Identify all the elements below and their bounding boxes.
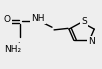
Text: O: O [4,15,11,24]
Text: NH: NH [31,14,44,23]
Text: S: S [81,17,87,26]
Text: N: N [89,37,95,46]
Text: NH₂: NH₂ [4,45,21,54]
